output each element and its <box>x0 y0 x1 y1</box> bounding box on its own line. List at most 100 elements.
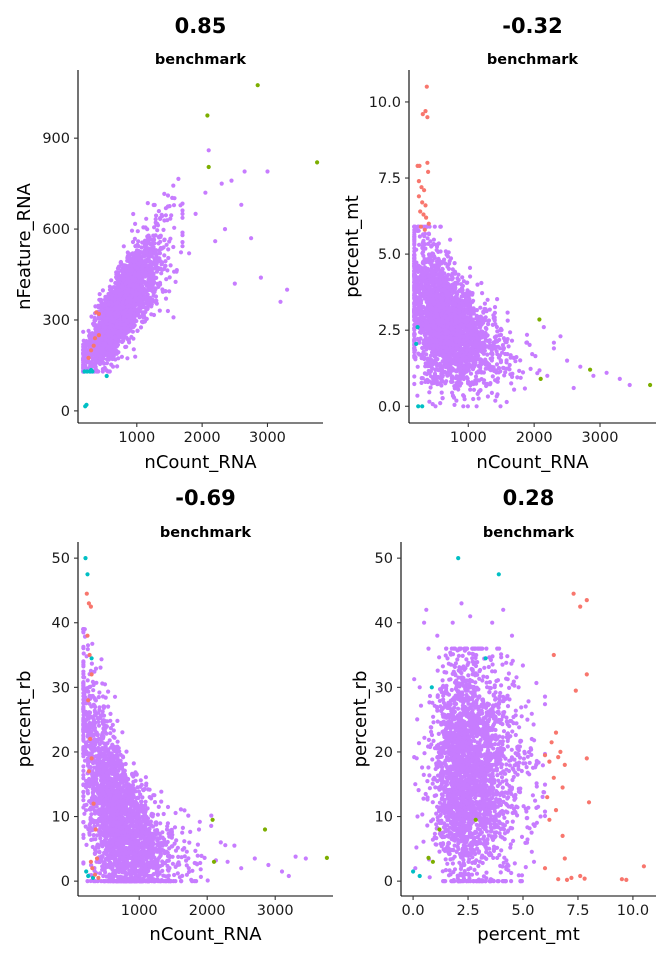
data-point <box>456 277 461 283</box>
data-point <box>92 336 98 341</box>
data-point <box>492 335 497 340</box>
data-point <box>116 356 121 361</box>
data-point <box>491 340 496 346</box>
data-point <box>145 201 150 206</box>
data-point <box>153 217 158 222</box>
data-point <box>167 239 172 244</box>
data-point <box>89 348 94 353</box>
data-point <box>158 233 163 238</box>
data-point <box>487 307 492 312</box>
data-point <box>97 297 102 302</box>
data-point <box>165 218 170 223</box>
data-point <box>114 321 119 327</box>
data-point <box>506 344 511 349</box>
data-point <box>180 233 185 238</box>
data-point <box>143 290 148 295</box>
data-point <box>498 404 503 409</box>
data-point <box>89 314 94 319</box>
data-point <box>475 335 480 340</box>
data-point <box>141 225 146 230</box>
data-point <box>133 244 138 249</box>
data-point <box>101 361 107 366</box>
data-point <box>494 362 500 367</box>
data-point <box>131 336 136 341</box>
data-point <box>153 233 158 238</box>
data-point <box>171 203 177 208</box>
data-point <box>474 404 479 409</box>
data-point <box>507 367 512 372</box>
data-point <box>412 272 417 278</box>
data-point <box>528 366 533 371</box>
data-point <box>478 388 483 393</box>
data-point <box>278 299 283 304</box>
data-point <box>460 275 465 280</box>
data-point <box>412 328 417 333</box>
data-point <box>458 372 463 377</box>
data-point <box>460 283 465 288</box>
data-point <box>412 317 417 322</box>
data-point <box>480 340 485 345</box>
x-tick-label: 2000 <box>184 430 221 446</box>
data-point <box>165 268 170 273</box>
data-point <box>493 322 498 327</box>
data-point <box>152 225 157 230</box>
data-point <box>132 301 137 307</box>
data-point <box>458 377 463 382</box>
data-point <box>162 237 167 242</box>
data-point <box>156 209 161 214</box>
data-point <box>315 160 320 165</box>
data-point <box>150 282 156 287</box>
data-point <box>111 285 116 290</box>
data-point <box>431 241 436 247</box>
data-point <box>180 240 185 245</box>
data-point <box>482 301 487 306</box>
data-point <box>178 250 184 255</box>
data-points <box>412 84 653 409</box>
data-point <box>157 308 162 313</box>
data-point <box>451 395 457 400</box>
data-point <box>448 237 453 242</box>
data-point <box>498 360 503 365</box>
data-point <box>468 307 473 312</box>
data-point <box>412 346 417 351</box>
data-point <box>149 246 154 252</box>
data-point <box>124 344 129 349</box>
data-point <box>157 248 162 253</box>
data-point <box>487 338 492 343</box>
data-point <box>435 280 440 285</box>
data-point <box>121 244 126 249</box>
data-point <box>152 248 157 253</box>
data-point <box>104 368 109 373</box>
data-point <box>129 268 134 273</box>
data-point <box>147 241 153 246</box>
data-point <box>101 356 106 361</box>
data-point <box>142 254 147 259</box>
data-point <box>495 297 500 302</box>
data-point <box>468 274 473 279</box>
data-point <box>96 311 101 316</box>
data-point <box>450 326 455 331</box>
data-point <box>126 287 131 292</box>
data-point <box>412 288 417 293</box>
data-point <box>504 399 509 405</box>
data-point <box>158 259 163 264</box>
data-point <box>501 347 506 352</box>
data-point <box>468 314 473 319</box>
data-point <box>135 256 140 261</box>
data-point <box>147 263 152 268</box>
data-point <box>133 265 138 270</box>
data-point <box>121 310 126 315</box>
data-point <box>163 213 168 218</box>
data-point <box>425 364 430 369</box>
data-point <box>511 387 517 392</box>
data-point <box>439 383 444 388</box>
data-point <box>135 328 140 333</box>
data-point <box>438 224 443 229</box>
data-point <box>99 337 104 342</box>
data-point <box>114 337 119 342</box>
data-point <box>113 294 118 299</box>
data-point <box>465 376 470 381</box>
data-point <box>436 256 441 261</box>
data-point <box>138 325 144 330</box>
